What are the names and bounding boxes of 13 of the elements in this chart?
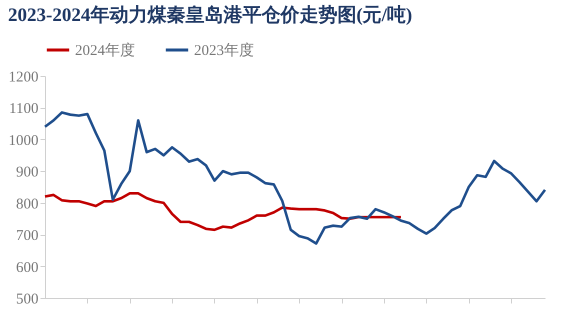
chart-title: 2023-2024年动力煤秦皇岛港平仓价走势图(元/吨)	[8, 4, 412, 26]
y-tick-label: 1000	[8, 132, 38, 149]
legend-label: 2024年度	[75, 42, 135, 59]
y-tick-label: 900	[16, 164, 38, 181]
y-tick-label: 1100	[9, 101, 38, 118]
y-tick-label: 600	[16, 260, 38, 276]
y-tick-label: 700	[16, 228, 38, 244]
y-tick-label: 800	[16, 196, 38, 212]
legend-label: 2023年度	[194, 42, 254, 59]
y-tick-label: 500	[16, 292, 38, 308]
y-tick-label: 1200	[8, 70, 38, 86]
line-series	[44, 111, 546, 245]
line-series	[44, 192, 402, 232]
